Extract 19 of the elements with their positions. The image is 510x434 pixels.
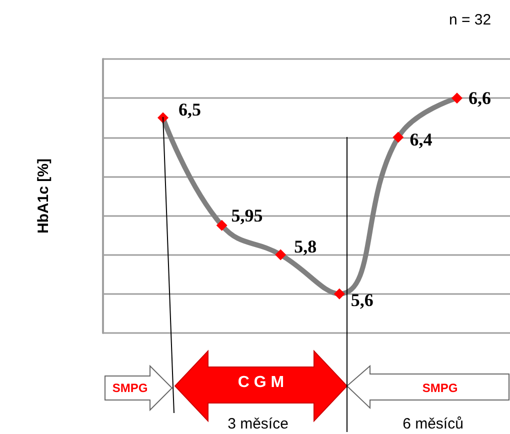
text: n = 32	[448, 12, 492, 28]
point	[275, 249, 286, 260]
point	[452, 92, 462, 104]
data-label: 6,6	[468, 88, 491, 108]
text: SMPG	[112, 381, 148, 395]
text: 6 měsíců	[402, 416, 464, 432]
point	[392, 132, 404, 143]
point	[334, 288, 345, 300]
data-label: 6,4	[410, 129, 432, 150]
y-axis-title: HbA1c [%]	[35, 158, 52, 234]
text: 3 měsíce	[228, 416, 288, 432]
data-label: 5,95	[231, 205, 263, 226]
text: C G M	[238, 374, 284, 392]
point	[216, 220, 228, 231]
data-label: 5,8	[294, 236, 317, 257]
text: SMPG	[422, 381, 458, 395]
point	[158, 112, 168, 124]
data-label: 6,5	[178, 100, 201, 120]
data-label: 5,6	[350, 290, 374, 310]
